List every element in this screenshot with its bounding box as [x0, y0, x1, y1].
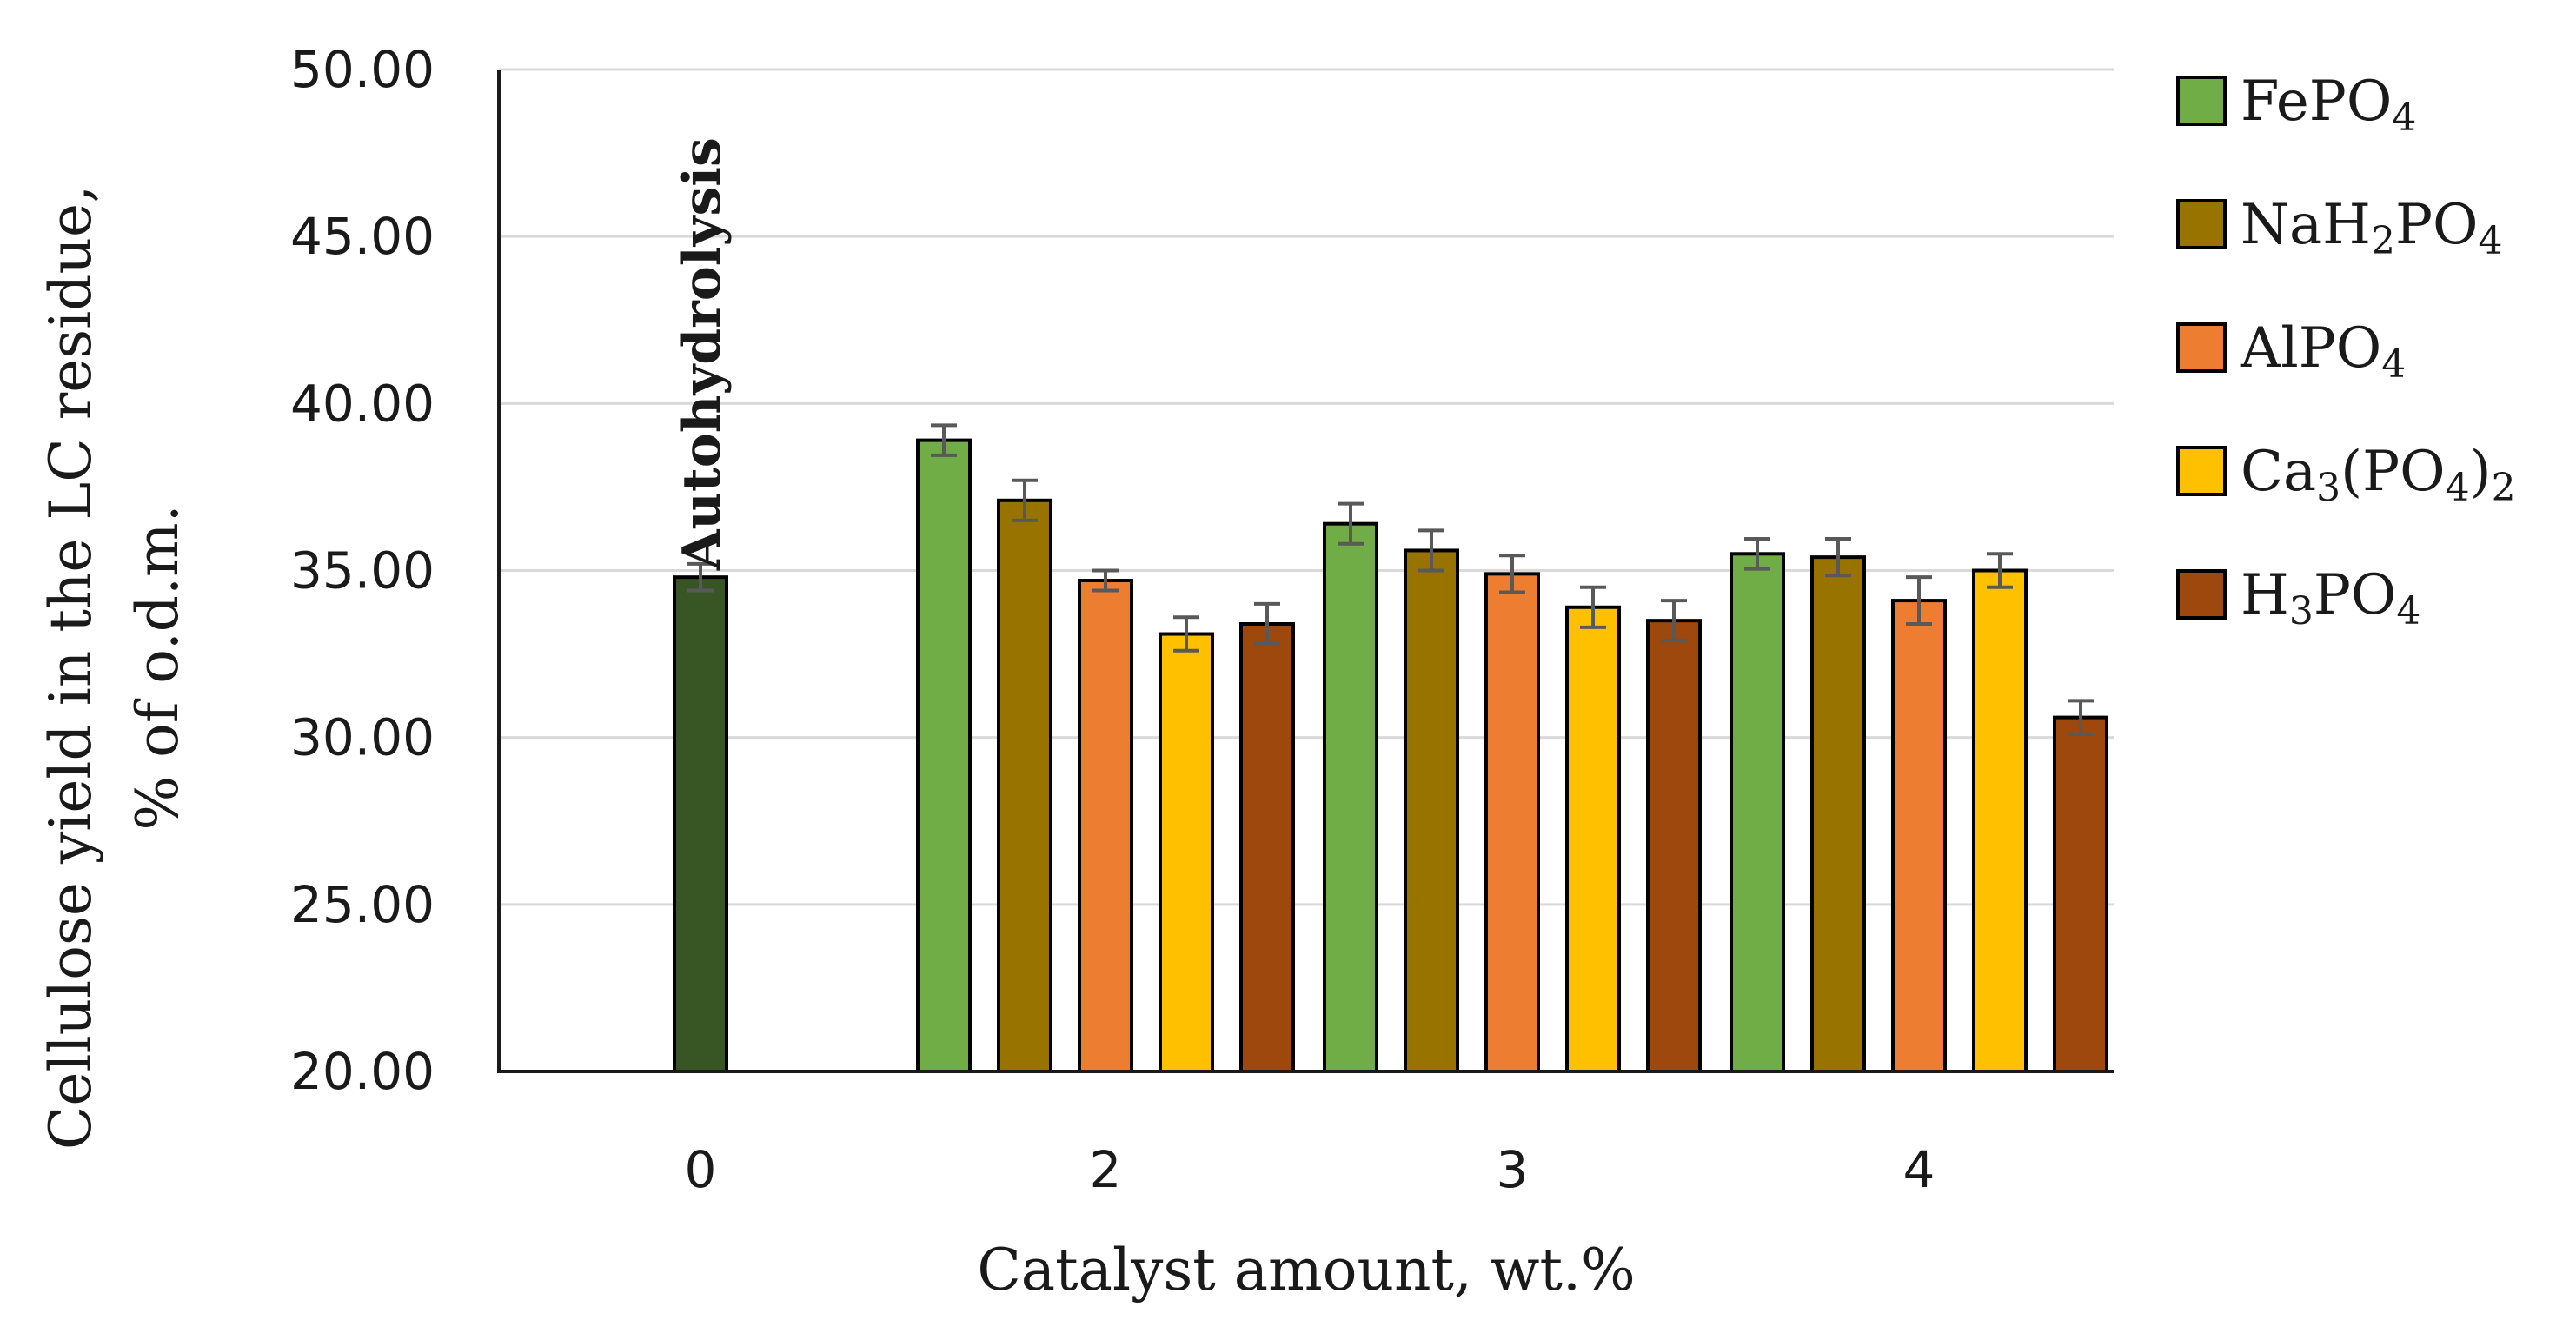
bar-fepo4: [916, 438, 972, 1073]
bar-nah2po4: [997, 498, 1052, 1073]
legend-label: H3PO4: [2241, 563, 2420, 634]
y-tick-label: 50.00: [290, 40, 435, 99]
y-axis-title-line1: Cellulose yield in the LC residue,: [37, 185, 104, 1150]
y-axis-title-line2: % of o.d.m.: [124, 504, 191, 830]
bar-alpo4: [1078, 579, 1133, 1073]
y-tick-label: 45.00: [290, 207, 435, 266]
y-tick-label: 35.00: [290, 541, 435, 600]
bar-ca3po42: [1565, 605, 1621, 1073]
legend-swatch: [2176, 569, 2227, 620]
bar-h3po4: [2053, 715, 2108, 1074]
bar-fepo4: [1730, 552, 1785, 1073]
x-tick-label: 4: [1903, 1140, 1935, 1199]
legend: FePO4 NaH2PO4 AlPO4 Ca3(PO4)2 H3PO4: [2176, 70, 2516, 634]
autohydrolysis-label: Autohydrolysis: [672, 137, 733, 571]
y-tick-label: 25.00: [290, 875, 435, 934]
bar-nah2po4: [1810, 555, 1866, 1073]
legend-label: AlPO4: [2240, 316, 2406, 387]
x-tick-labels: 0 2 3 4: [685, 1140, 1935, 1199]
bars: [673, 423, 2108, 1074]
y-tick-labels: 20.00 25.00 30.00 35.00 40.00 45.00 50.00: [290, 40, 435, 1101]
x-tick-label: 2: [1090, 1140, 1122, 1199]
x-tick-label: 0: [685, 1140, 717, 1199]
bar-alpo4: [1891, 599, 1947, 1073]
legend-label: FePO4: [2241, 70, 2416, 140]
legend-swatch: [2176, 446, 2227, 496]
annotations: Autohydrolysis: [672, 137, 733, 571]
legend-label: Ca3(PO4)2: [2241, 440, 2516, 510]
y-tick-label: 30.00: [290, 708, 435, 767]
bar-nah2po4: [1404, 548, 1459, 1073]
legend-label: NaH2PO4: [2241, 193, 2503, 263]
x-axis-title: Catalyst amount, wt.%: [977, 1237, 1635, 1304]
bar-h3po4: [1239, 621, 1295, 1073]
y-tick-label: 20.00: [290, 1042, 435, 1101]
bar-autohydrolysis: [673, 575, 728, 1073]
x-tick-label: 3: [1497, 1140, 1529, 1199]
legend-swatch: [2176, 76, 2227, 126]
y-tick-label: 40.00: [290, 374, 435, 433]
bar-ca3po42: [1159, 632, 1214, 1073]
legend-swatch: [2176, 322, 2227, 373]
bar-alpo4: [1484, 572, 1540, 1073]
bar-ca3po42: [1972, 568, 2028, 1073]
gridlines: [499, 68, 2114, 906]
axes: [497, 70, 2114, 1073]
bar-h3po4: [1646, 619, 1702, 1073]
bar-fepo4: [1323, 521, 1378, 1073]
legend-swatch: [2176, 199, 2227, 249]
